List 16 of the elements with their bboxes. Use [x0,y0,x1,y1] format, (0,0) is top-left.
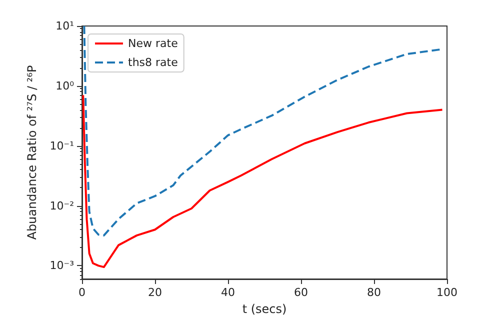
x-tick-label: 40 [221,286,235,299]
x-tick-label: 80 [367,286,381,299]
y-tick-label: 10⁻¹ [50,139,74,152]
legend-label: ths8 rate [128,56,178,69]
x-tick-label: 0 [78,286,86,299]
x-tick-label: 60 [294,286,308,299]
x-tick-label: 20 [148,286,162,299]
x-axis-title: t (secs) [242,302,287,316]
line-series [82,94,444,268]
y-tick-label: 10⁰ [56,79,75,92]
y-tick-label: 10⁻³ [50,259,74,272]
x-tick-label: 100 [436,286,458,299]
y-tick-label: 10¹ [56,20,74,32]
y-tick-label: 10⁻² [50,199,74,212]
legend-label: New rate [128,37,178,50]
y-axis-title: Abuandance Ratio of ²⁷S / ²⁶P [25,65,39,240]
